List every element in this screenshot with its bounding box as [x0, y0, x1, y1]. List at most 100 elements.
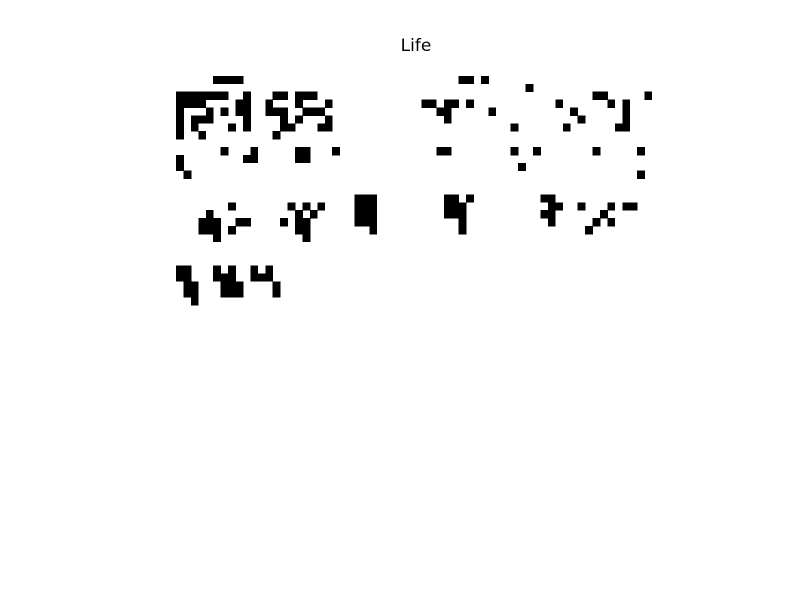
live-cell — [265, 99, 274, 108]
live-cell — [599, 210, 608, 219]
live-cell — [622, 99, 631, 108]
plot-area — [176, 68, 652, 542]
live-cell — [220, 91, 229, 100]
live-cell — [354, 194, 363, 203]
live-cell — [257, 273, 266, 282]
live-cell — [443, 194, 452, 203]
live-cell — [265, 273, 274, 282]
live-cell — [205, 107, 214, 116]
live-cell — [562, 123, 571, 132]
live-cell — [332, 147, 341, 156]
live-cell — [607, 202, 616, 211]
live-cell — [272, 131, 281, 140]
live-cell — [250, 154, 259, 164]
live-cell — [466, 75, 474, 85]
live-cell — [295, 91, 303, 100]
live-cell — [577, 115, 586, 124]
live-cell — [176, 154, 184, 164]
live-cell — [428, 99, 437, 108]
live-cell — [302, 107, 311, 116]
live-cell — [242, 123, 251, 132]
live-cell — [295, 154, 303, 164]
live-cell — [510, 123, 519, 132]
live-cell — [190, 289, 199, 298]
chart-title: Life — [400, 36, 432, 56]
live-cell — [280, 91, 288, 100]
live-cell — [592, 218, 601, 227]
live-cell — [287, 123, 296, 132]
live-cell — [190, 99, 199, 108]
live-cell — [280, 115, 288, 124]
live-cell — [228, 281, 236, 290]
live-cell — [354, 210, 363, 219]
live-cell — [176, 162, 184, 172]
live-cell — [205, 210, 214, 219]
live-cell — [295, 115, 303, 124]
live-cell — [518, 162, 526, 172]
live-cell — [547, 218, 556, 227]
live-cell — [302, 202, 311, 211]
live-cell — [480, 75, 489, 85]
live-cell — [235, 99, 244, 108]
live-cell — [228, 289, 236, 298]
live-cell — [361, 202, 370, 211]
live-cell — [302, 154, 311, 164]
live-cell — [421, 99, 430, 108]
live-cell — [265, 265, 274, 274]
live-cell — [369, 226, 378, 235]
live-cell — [295, 210, 303, 219]
live-cell — [198, 115, 207, 124]
live-cell — [242, 218, 251, 227]
live-cell — [250, 273, 259, 282]
live-cell — [183, 265, 192, 274]
live-cell — [443, 210, 452, 219]
live-cell — [250, 265, 259, 274]
live-cell — [235, 281, 244, 290]
live-cell — [213, 265, 222, 274]
live-cell — [265, 107, 274, 116]
live-cell — [309, 210, 318, 219]
live-cell — [547, 202, 556, 211]
live-cell — [317, 107, 326, 116]
live-cell — [176, 115, 184, 124]
live-cell — [622, 123, 631, 132]
live-cell — [250, 147, 259, 156]
live-cell — [213, 91, 222, 100]
live-cell — [205, 115, 214, 124]
live-cell — [309, 91, 318, 100]
live-cell — [458, 210, 467, 219]
live-cell — [228, 202, 236, 211]
live-cell — [458, 75, 467, 85]
live-cell — [242, 99, 251, 108]
live-cell — [183, 99, 192, 108]
live-cell — [614, 123, 623, 132]
grid-background — [176, 68, 652, 542]
live-cell — [198, 99, 207, 108]
live-cell — [213, 226, 222, 235]
live-cell — [607, 99, 616, 108]
live-cell — [369, 202, 378, 211]
live-cell — [436, 147, 445, 156]
live-cell — [198, 91, 207, 100]
live-cell — [183, 170, 192, 179]
live-cell — [235, 289, 244, 298]
live-cell — [466, 99, 474, 108]
live-cell — [176, 273, 184, 282]
live-cell — [510, 147, 519, 156]
live-cell — [577, 202, 586, 211]
live-cell — [443, 107, 452, 116]
live-cell — [622, 202, 631, 211]
live-cell — [295, 226, 303, 235]
live-cell — [220, 281, 229, 290]
live-cell — [280, 218, 288, 227]
live-cell — [287, 202, 296, 211]
live-cell — [213, 75, 222, 85]
live-cell — [525, 83, 534, 93]
live-cell — [488, 107, 497, 116]
live-cell — [220, 289, 229, 298]
live-cell — [205, 91, 214, 100]
live-cell — [190, 281, 199, 290]
live-cell — [369, 218, 378, 227]
live-cell — [295, 218, 303, 227]
live-cell — [220, 147, 229, 156]
